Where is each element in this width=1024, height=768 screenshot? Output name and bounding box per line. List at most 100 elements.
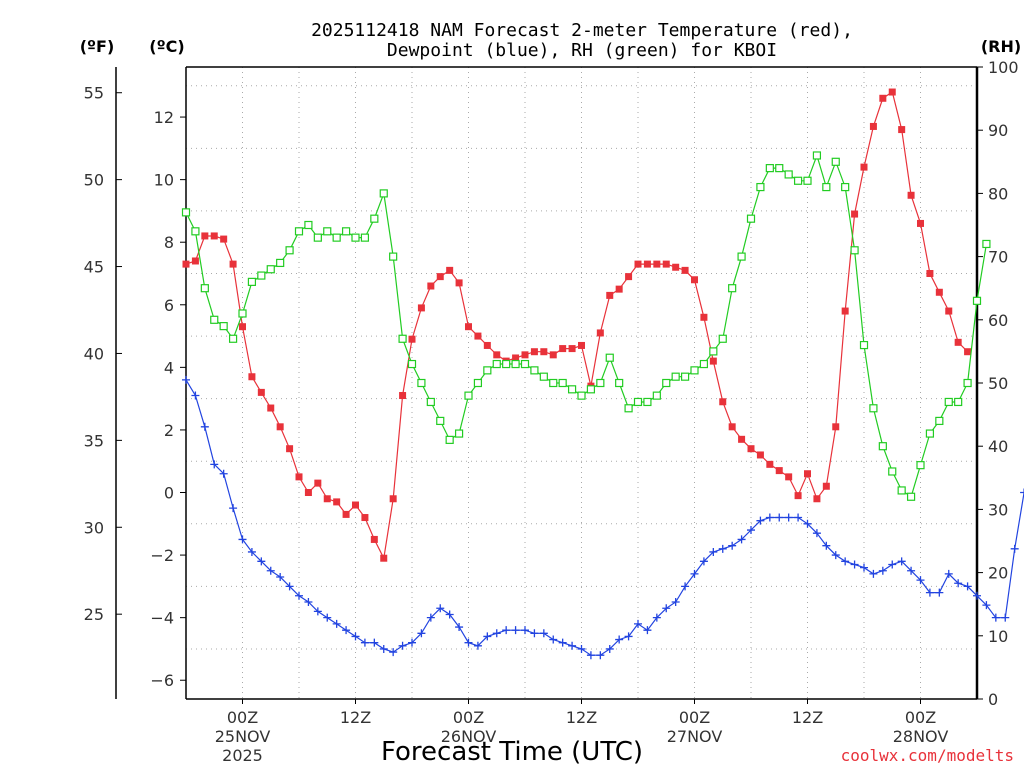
fahrenheit-unit-label: (ºF) [80,37,115,56]
rh-point [954,397,963,407]
dewpoint-point [1001,613,1010,622]
temperature-point [342,510,350,518]
rh-point [181,208,191,217]
dewpoint-point [219,469,228,478]
rh-point [671,372,680,381]
rh-point [266,265,275,274]
temperature-point [851,210,859,218]
temperature-point [220,235,228,243]
rh-point [878,442,887,451]
rh-point [982,239,991,249]
rh-point [191,227,200,236]
x-tick-date: 26NOV [441,727,497,746]
rh-point [944,397,953,407]
celsius-unit-label: (ºC) [149,37,184,56]
temperature-point [832,423,840,431]
dewpoint-point [389,648,398,657]
rh-point [492,359,501,369]
temperature-point [578,341,585,349]
temperature-point [860,163,868,171]
dewpoint-point [511,626,520,635]
temperature-point [540,348,548,356]
rh-point [963,378,972,388]
dewpoint-point [200,422,209,431]
x-axis-label: Forecast Time (UTC) [381,737,643,767]
rh-point [652,391,661,400]
dewpoint-point [803,519,812,528]
temperature-point [822,482,830,490]
temperature-point [257,388,265,396]
rh-point [313,233,322,242]
temperature-point [615,285,623,293]
temperature-point [229,260,237,268]
rh-point [690,366,699,375]
x-tick-label: 12Z [566,708,597,727]
temperature-point [399,392,407,400]
chart-title-line-1: 2025112418 NAM Forecast 2-meter Temperat… [311,20,853,41]
dewpoint-point [841,557,850,566]
rh-point [803,176,812,185]
rh-point [906,492,916,501]
rh-point [407,359,417,369]
rh-point [869,404,878,413]
dewpoint-point [285,582,294,591]
rh-point [276,258,285,268]
temperature-point [267,404,275,412]
celsius-tick-label: 4 [164,358,174,377]
rh-point [370,214,379,223]
rh-point [454,429,464,438]
rh-point [530,366,539,375]
temperature-point [681,266,689,274]
temperature-point [898,126,906,134]
dewpoint-point [925,588,934,597]
rh-point [473,378,483,388]
temperature-point [446,266,454,274]
rh-point [228,334,238,343]
dewpoint-point [426,613,435,622]
rh-point [520,359,530,369]
rh-tick-label: 100 [988,58,1019,77]
temperature-point [568,345,576,353]
rh-point [389,252,398,261]
dewpoint-point [944,569,953,578]
dewpoint-point [370,638,379,647]
dewpoint-point [756,516,765,525]
fahrenheit-tick-label: 30 [84,518,104,537]
dewpoint-point [295,591,303,600]
temperature-point [634,260,642,268]
dewpoint-point [502,626,511,635]
temperature-point [756,451,764,459]
fahrenheit-tick-label: 35 [84,431,104,450]
rh-point [605,353,614,362]
dewpoint-point [775,513,784,522]
dewpoint-point [897,557,906,566]
dewpoint-point [963,582,972,591]
dewpoint-point [869,569,878,578]
rh-point [728,284,737,293]
temperature-point [625,273,633,281]
temperature-point [389,495,397,503]
rh-point [888,467,897,476]
dewpoint-point [916,576,925,585]
temperature-point [304,489,312,497]
temperature-point [672,263,680,271]
temperature-point [323,495,331,503]
temperature-point [276,423,284,431]
temperature-point [964,348,972,356]
dewpoint-point [247,547,256,556]
dewpoint-point [473,641,482,650]
rh-point [859,340,869,350]
dewpoint-point [586,651,595,660]
dewpoint-point [257,557,266,566]
temperature-point [530,348,538,356]
temperature-point [417,304,425,312]
rh-point [445,435,454,444]
x-tick-year: 2025 [222,746,263,765]
dewpoint-point [690,569,699,578]
temperature-point [804,470,811,478]
axes: −6 −4 −2 0 2 4 6 8 10 12 25 30 35 40 45 50 55 0 10 20 30 40 50… [84,58,1019,765]
temperature-point [945,307,953,315]
temperature-point [691,276,698,284]
x-tick-label: 00Z [453,708,484,727]
temperature-point [521,351,529,359]
